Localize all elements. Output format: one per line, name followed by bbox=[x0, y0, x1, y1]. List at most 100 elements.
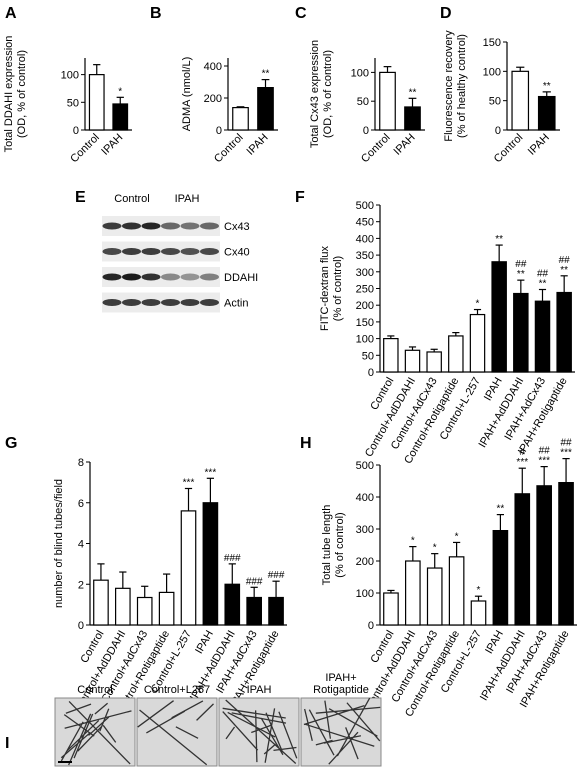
y-tick-label: 0 bbox=[78, 620, 84, 632]
blot-band bbox=[200, 248, 219, 255]
significance-label: ## bbox=[537, 269, 549, 280]
bar bbox=[112, 103, 129, 131]
blot-band bbox=[141, 248, 161, 255]
y-tick-label: 0 bbox=[73, 125, 79, 137]
panel-letter: F bbox=[295, 189, 305, 206]
y-tick-label: 50 bbox=[362, 350, 374, 362]
significance-label: ** bbox=[560, 265, 568, 276]
blot-band bbox=[102, 273, 122, 281]
y-tick-label: 100 bbox=[351, 67, 369, 79]
bar bbox=[158, 591, 175, 626]
y-tick-label: 300 bbox=[356, 524, 374, 536]
bar bbox=[426, 351, 442, 373]
micrograph-label: Control bbox=[77, 684, 112, 696]
blot-band bbox=[161, 299, 180, 306]
blot-band-label: DDAHI bbox=[224, 272, 258, 284]
y-tick-label: 100 bbox=[356, 588, 374, 600]
panel-letter: B bbox=[150, 5, 162, 22]
x-tick-label: IPAH bbox=[193, 628, 216, 656]
bar bbox=[202, 502, 219, 626]
y-tick-label: 400 bbox=[356, 492, 374, 504]
panel-letter: H bbox=[300, 435, 312, 452]
bar bbox=[470, 600, 487, 626]
bar bbox=[558, 482, 574, 626]
significance-label: * bbox=[477, 585, 481, 596]
tube-network bbox=[137, 700, 214, 766]
blot-band bbox=[180, 299, 200, 306]
y-tick-label: 500 bbox=[356, 460, 374, 472]
blot-band bbox=[180, 273, 200, 281]
significance-label: ** bbox=[543, 81, 551, 92]
y-tick-label: 350 bbox=[356, 250, 374, 262]
x-tick-label: IPAH bbox=[526, 132, 552, 158]
y-tick-label: 400 bbox=[356, 233, 374, 245]
significance-label: ### bbox=[224, 553, 241, 564]
panel-letter: C bbox=[295, 5, 307, 22]
y-axis-label: (OD, % of control) bbox=[322, 50, 334, 138]
blot-band bbox=[122, 299, 141, 306]
significance-label: ** bbox=[496, 504, 504, 515]
y-tick-label: 0 bbox=[363, 125, 369, 137]
significance-label: ** bbox=[262, 69, 270, 80]
y-tick-label: 50 bbox=[67, 97, 79, 109]
y-tick-label: 400 bbox=[204, 61, 222, 73]
blot-band bbox=[141, 273, 161, 281]
y-tick-label: 0 bbox=[216, 125, 222, 137]
micrograph-label: Rotigaptide bbox=[313, 684, 369, 696]
y-tick-label: 150 bbox=[356, 317, 374, 329]
bar bbox=[536, 485, 552, 626]
y-axis-label: (OD, % of control) bbox=[16, 50, 28, 138]
bar bbox=[93, 579, 109, 626]
blot-band bbox=[161, 273, 180, 281]
significance-label: *** bbox=[205, 467, 217, 478]
significance-label: * bbox=[118, 86, 122, 97]
y-tick-label: 200 bbox=[356, 556, 374, 568]
panel-letter: G bbox=[5, 435, 17, 452]
blot-group-label: Control bbox=[114, 193, 149, 205]
bar bbox=[534, 300, 551, 373]
blot-band bbox=[102, 248, 122, 255]
panel-letter: D bbox=[440, 5, 452, 22]
y-tick-label: 200 bbox=[204, 93, 222, 105]
blot-strip bbox=[102, 267, 220, 287]
panel-letter: E bbox=[75, 189, 86, 206]
y-tick-label: 300 bbox=[356, 267, 374, 279]
x-tick-label: IPAH bbox=[392, 132, 418, 158]
y-axis-label: Total Cx43 expression bbox=[309, 40, 321, 148]
significance-label: ## bbox=[539, 446, 551, 457]
significance-label: *** bbox=[560, 448, 572, 459]
y-tick-label: 450 bbox=[356, 217, 374, 229]
bar bbox=[448, 335, 464, 373]
bar bbox=[257, 86, 274, 131]
y-axis-label: (% of healthy control) bbox=[456, 34, 468, 138]
bar bbox=[232, 106, 249, 131]
bar bbox=[88, 74, 105, 131]
x-tick-label: IPAH bbox=[483, 628, 506, 656]
significance-label: ## bbox=[515, 259, 527, 270]
y-tick-label: 0 bbox=[368, 367, 374, 379]
bar bbox=[556, 291, 572, 373]
y-tick-label: 0 bbox=[368, 620, 374, 632]
blot-band bbox=[102, 299, 122, 306]
blot-band bbox=[102, 222, 122, 230]
y-axis-label: number of blind tubes/field bbox=[53, 479, 65, 608]
significance-label: ## bbox=[560, 438, 572, 449]
blot-group-label: IPAH bbox=[175, 193, 200, 205]
bar bbox=[224, 583, 241, 626]
y-axis-label: Total tube length bbox=[321, 505, 333, 586]
bar bbox=[537, 95, 556, 131]
micrograph-label: Control+L257 bbox=[144, 684, 210, 696]
micrograph bbox=[300, 697, 382, 767]
bar bbox=[404, 106, 421, 131]
significance-label: * bbox=[455, 531, 459, 542]
blot-band bbox=[122, 222, 141, 230]
blot-band bbox=[122, 273, 141, 281]
significance-label: ** bbox=[539, 279, 547, 290]
significance-label: *** bbox=[516, 457, 528, 468]
tube-network bbox=[60, 700, 132, 766]
blot-band bbox=[200, 222, 219, 230]
significance-label: * bbox=[433, 543, 437, 554]
blot-band bbox=[161, 222, 180, 230]
bar bbox=[383, 592, 399, 626]
